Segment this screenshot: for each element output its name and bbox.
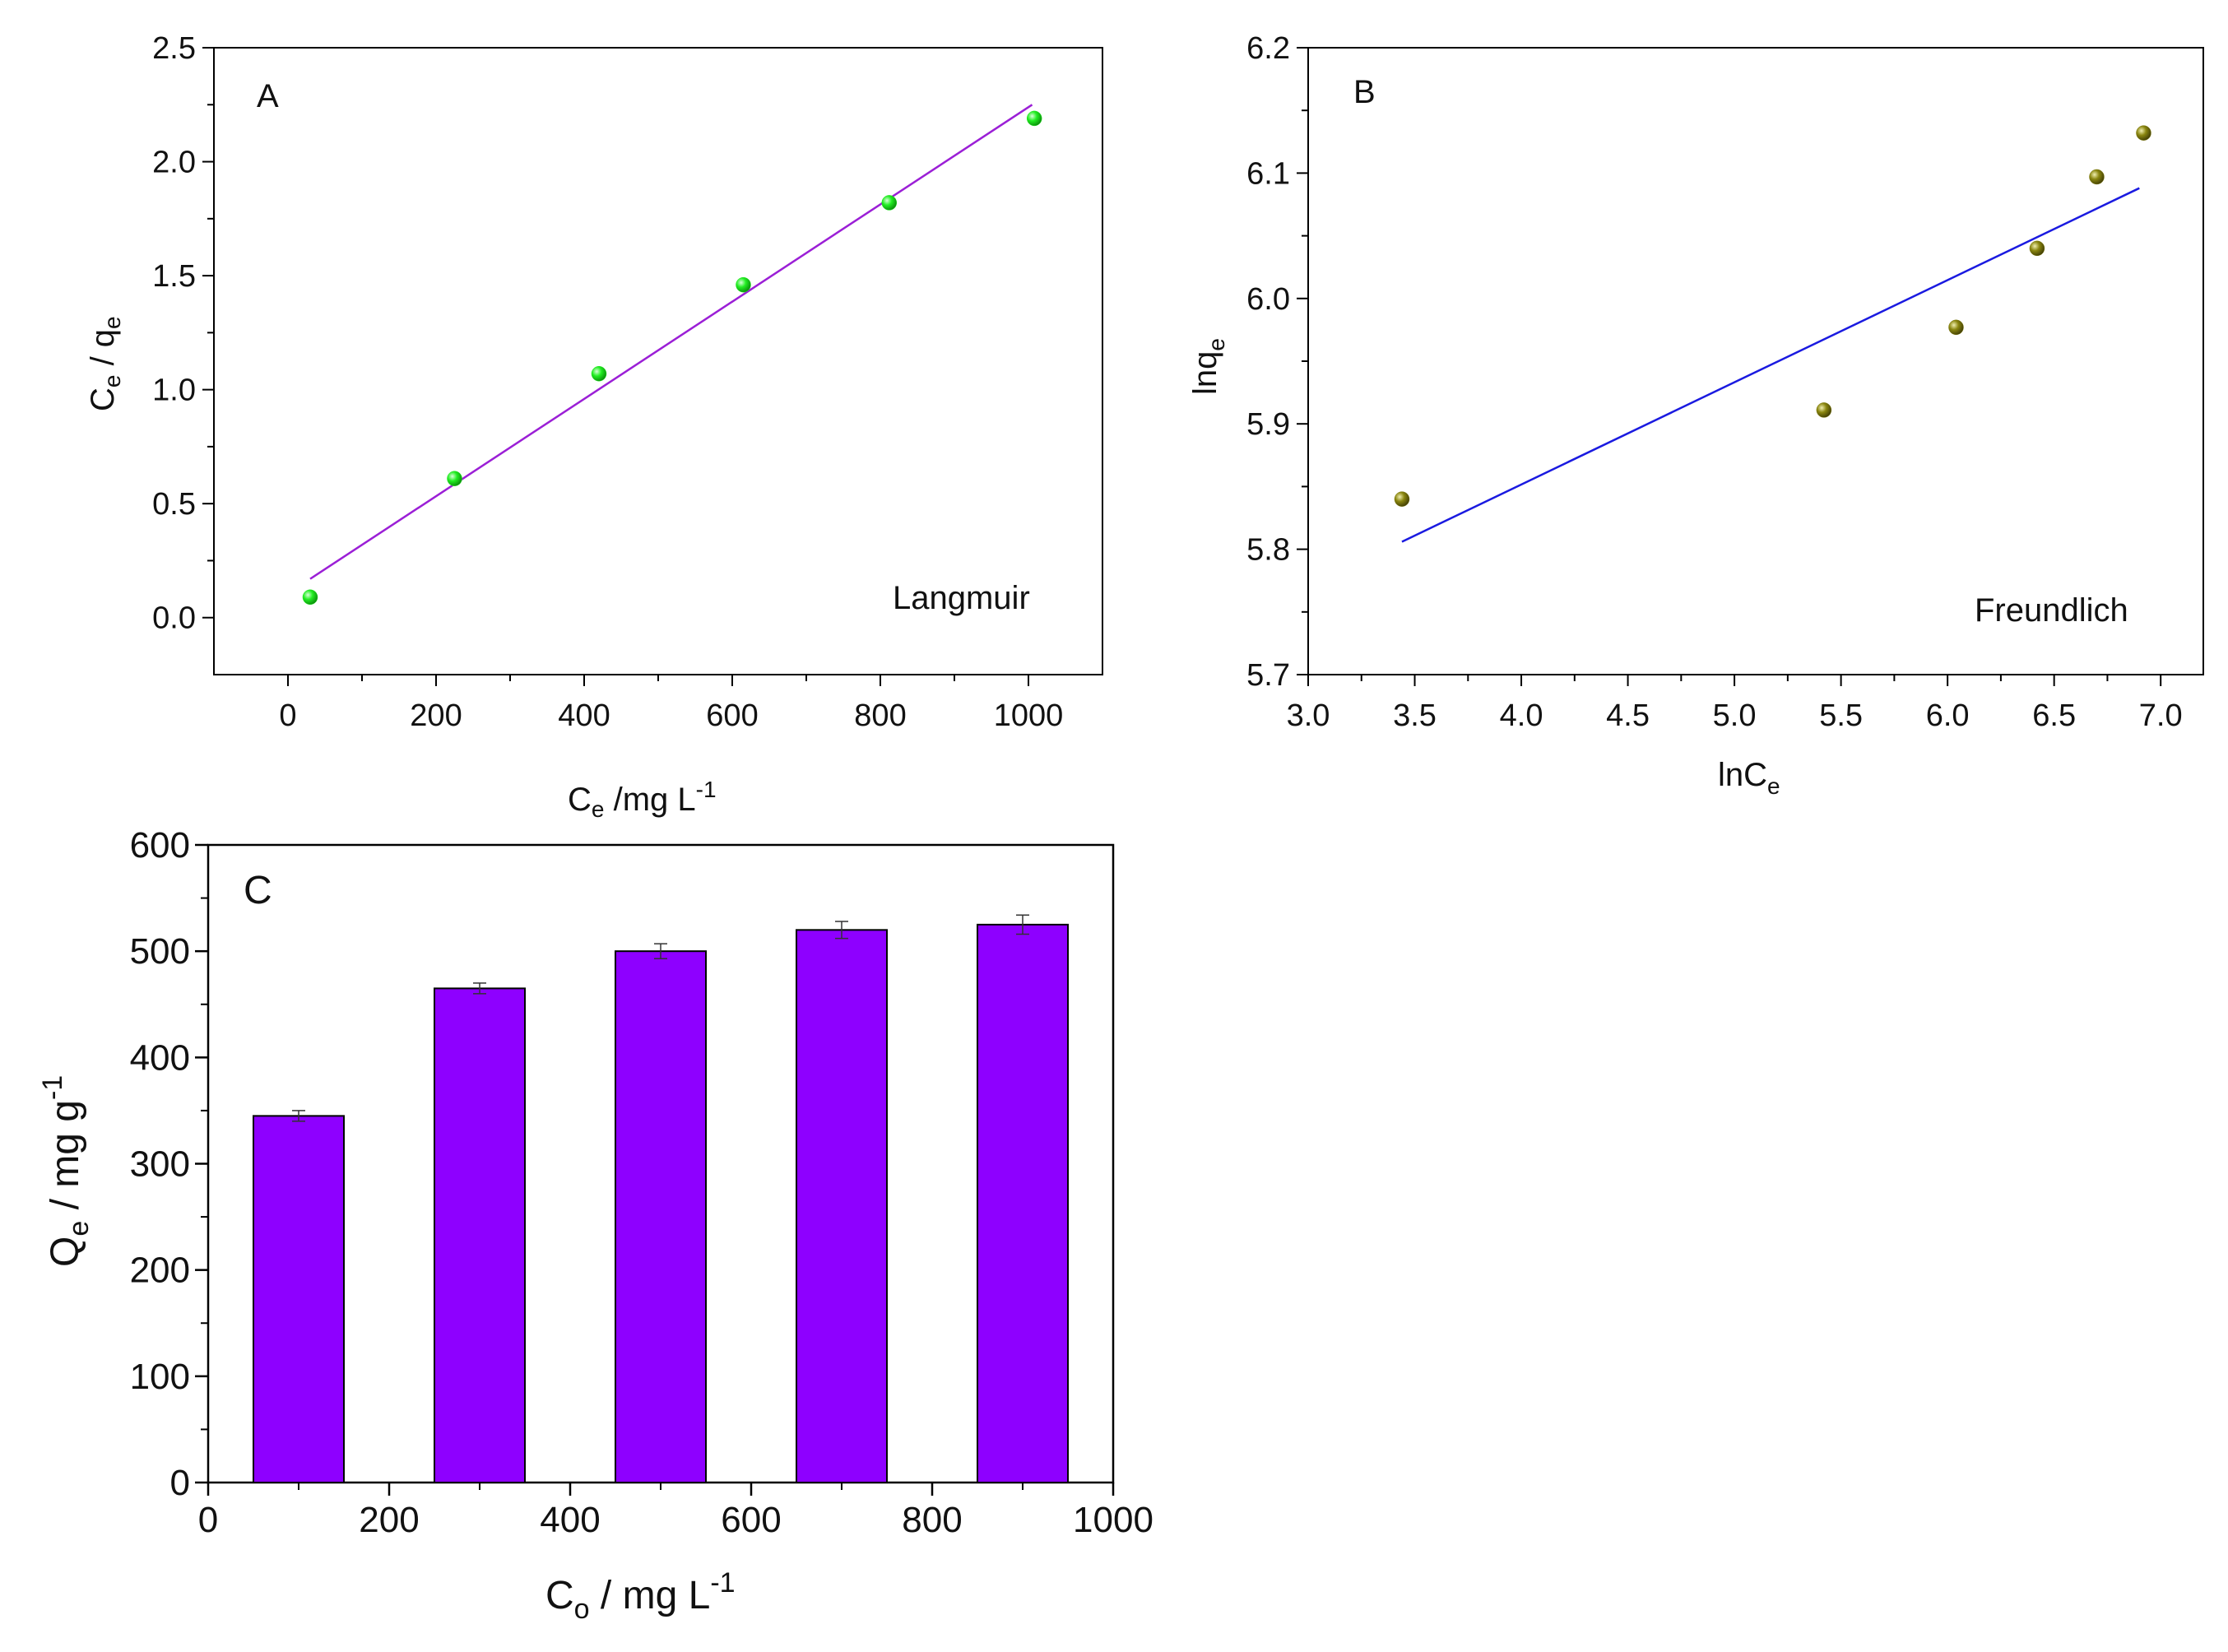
x-tick-label: 1000 [1073,1500,1153,1540]
x-tick-label: 200 [410,698,462,733]
x-tick-label: 7.0 [2139,698,2183,733]
data-point [1816,402,1832,418]
y-tick-label: 6.2 [1246,31,1290,66]
data-point [302,589,318,606]
panel-b: 3.0 3.5 4.0 4.5 5.0 5.5 6.0 6.5 7.0 5.7 5.8 5.9 6.0… [1187,31,2204,799]
x-tick-label: 1000 [994,698,1064,733]
x-tick-label: 0 [198,1500,218,1540]
panel-c-ylabel: Qe / mg g-1 [37,1075,95,1267]
y-tick-label: 200 [130,1251,190,1291]
y-tick-label: 0.5 [152,487,196,522]
x-tick-label: 400 [558,698,610,733]
data-point [881,195,898,211]
y-tick-label: 5.8 [1246,533,1290,568]
panel-a: 0 200 400 600 800 1000 0.0 0.5 1.0 1.5 2.0 2.5 A L… [85,31,1103,822]
y-tick-label: 2.5 [152,31,196,66]
x-tick-label: 0 [279,698,296,733]
y-tick-label: 300 [130,1144,190,1185]
x-tick-label: 5.5 [1819,698,1863,733]
panel-a-xlabel: Ce /mg L-1 [568,777,717,822]
x-tick-label: 3.5 [1393,698,1437,733]
data-point [591,365,607,382]
data-point [1948,319,1964,336]
x-tick-label: 400 [540,1500,600,1540]
data-point [2136,125,2151,141]
x-tick-label: 200 [359,1500,419,1540]
panel-b-xlabel: lnCe [1718,757,1780,799]
panel-b-annotation: Freundlich [1975,592,2128,629]
x-tick-label: 4.0 [1500,698,1543,733]
bar [434,987,526,1483]
x-tick-label: 800 [854,698,906,733]
y-tick-label: 2.0 [152,146,196,180]
fit-line [1401,187,2140,543]
fit-line [309,104,1033,580]
y-tick-label: 0 [170,1463,190,1503]
panel-c-letter: C [244,869,272,912]
panel-b-letter: B [1353,74,1376,110]
bar [977,923,1069,1483]
panel-b-frame [1307,47,2204,675]
x-tick-label: 5.0 [1713,698,1757,733]
y-tick-label: 5.7 [1246,658,1290,693]
data-point [2029,240,2045,257]
bar [615,950,707,1483]
y-tick-label: 0.0 [152,601,196,636]
y-tick-label: 1.0 [152,374,196,408]
panel-b-ylabel: lnqe [1187,338,1229,395]
data-point [2089,169,2105,185]
y-tick-label: 600 [130,825,190,865]
y-tick-label: 5.9 [1246,407,1290,442]
data-point [447,471,462,486]
x-tick-label: 4.5 [1606,698,1650,733]
y-tick-label: 1.5 [152,259,196,294]
panel-a-ylabel: Ce / qe [85,316,125,411]
data-point [736,276,751,293]
y-tick-label: 6.1 [1246,156,1290,191]
x-tick-label: 6.5 [2032,698,2076,733]
panel-c-xlabel: Co / mg L-1 [545,1567,736,1625]
data-point [1026,110,1042,127]
x-tick-label: 600 [706,698,758,733]
x-tick-label: 800 [902,1500,962,1540]
data-point [1394,491,1410,507]
x-tick-label: 6.0 [1926,698,1970,733]
x-tick-label: 3.0 [1287,698,1330,733]
y-tick-label: 500 [130,931,190,972]
y-tick-label: 100 [130,1357,190,1397]
y-tick-label: 6.0 [1246,282,1290,317]
bar [796,929,888,1484]
panel-a-annotation: Langmuir [893,580,1030,616]
x-tick-label: 600 [721,1500,781,1540]
panel-a-letter: A [257,78,279,114]
y-tick-label: 400 [130,1037,190,1078]
bar [253,1115,345,1483]
